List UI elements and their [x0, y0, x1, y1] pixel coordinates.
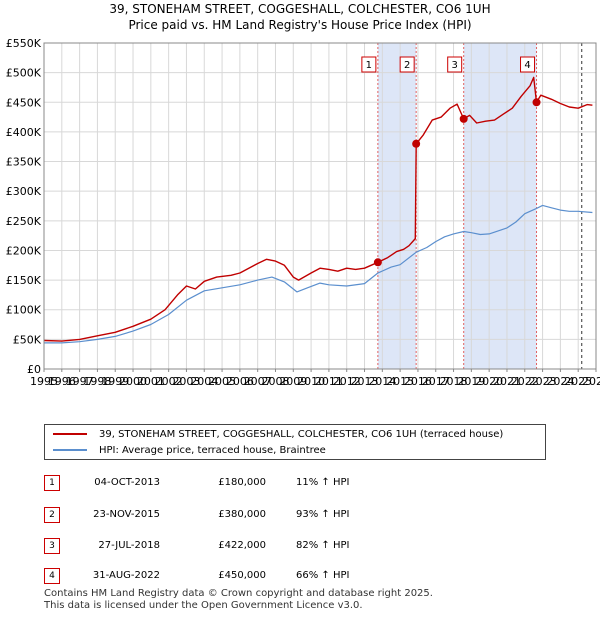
- sale-date: 23-NOV-2015: [93, 509, 160, 520]
- y-tick-label: £0: [27, 363, 41, 376]
- y-tick-label: £200K: [6, 244, 42, 257]
- sale-number-box: 1: [44, 475, 60, 491]
- footer: Contains HM Land Registry data © Crown c…: [44, 588, 433, 612]
- sale-point: [373, 258, 382, 267]
- sale-marker-box: [520, 56, 536, 73]
- legend-line-hpi: [53, 449, 87, 451]
- sale-point: [412, 139, 421, 148]
- y-tick-label: £250K: [6, 215, 42, 228]
- x-tick-label: 2023: [529, 375, 557, 388]
- x-tick-label: 2016: [404, 375, 432, 388]
- sale-number-box: 2: [44, 507, 60, 523]
- x-tick-label: 2025: [564, 375, 592, 388]
- x-tick-label: 2024: [546, 375, 574, 388]
- x-tick-label: 1995: [30, 375, 58, 388]
- sale-marker-box: [361, 56, 377, 73]
- sale-hpi-change: 82% ↑ HPI: [296, 540, 350, 551]
- x-tick-label: 2022: [511, 375, 539, 388]
- x-tick-label: 2018: [440, 375, 468, 388]
- sale-marker-label: 4: [524, 60, 530, 71]
- sale-date: 04-OCT-2013: [94, 477, 160, 488]
- y-tick-label: £50K: [13, 333, 42, 346]
- sale-row: 3 27-JUL-2018 £422,000 82% ↑ HPI: [0, 536, 600, 556]
- x-tick-label: 1997: [66, 375, 94, 388]
- price-chart: 1 2 3 4 £0 £50K £100K £150K £200K £250K £300K £350K…: [6, 37, 600, 388]
- legend-label-property: 39, STONEHAM STREET, COGGESHALL, COLCHES…: [99, 429, 504, 440]
- x-tick-label: 2013: [351, 375, 379, 388]
- x-tick-label: 2009: [279, 375, 307, 388]
- sale-row: 2 23-NOV-2015 £380,000 93% ↑ HPI: [0, 505, 600, 525]
- x-tick-label: 2021: [493, 375, 521, 388]
- legend: 39, STONEHAM STREET, COGGESHALL, COLCHES…: [44, 424, 546, 460]
- x-tick-label: 2007: [244, 375, 272, 388]
- shaded-band: [377, 43, 417, 369]
- sale-number-box: 4: [44, 568, 60, 584]
- sale-point: [459, 114, 468, 123]
- x-tick-label: 2008: [261, 375, 289, 388]
- sale-price: £380,000: [218, 509, 266, 520]
- sale-marker-label: 2: [404, 60, 410, 71]
- y-tick-label: £500K: [6, 67, 42, 80]
- sale-hpi-change: 66% ↑ HPI: [296, 570, 350, 581]
- sale-date: 27-JUL-2018: [98, 540, 160, 551]
- y-tick-label: £450K: [6, 96, 42, 109]
- sale-marker-label: 3: [452, 60, 458, 71]
- legend-line-property: [53, 433, 87, 435]
- x-tick-label: 2002: [155, 375, 183, 388]
- chart-title-line1: 39, STONEHAM STREET, COGGESHALL, COLCHES…: [109, 2, 491, 16]
- footer-license: This data is licensed under the Open Gov…: [44, 600, 363, 611]
- legend-label-hpi: HPI: Average price, terraced house, Brai…: [99, 445, 326, 456]
- x-tick-label: 2003: [172, 375, 200, 388]
- x-tick-label: 2004: [190, 375, 218, 388]
- sale-hpi-change: 93% ↑ HPI: [296, 509, 350, 520]
- footer-copyright: Contains HM Land Registry data © Crown c…: [44, 588, 433, 599]
- x-tick-label: 2020: [475, 375, 503, 388]
- x-tick-label: 1996: [48, 375, 76, 388]
- x-tick-label: 2011: [315, 375, 343, 388]
- x-tick-label: 2014: [368, 375, 396, 388]
- plot-frame: [43, 42, 597, 370]
- sale-price: £180,000: [218, 477, 266, 488]
- x-tick-label: 2000: [119, 375, 147, 388]
- x-tick-label: 2017: [422, 375, 450, 388]
- x-tick-label: 2026: [582, 375, 600, 388]
- sale-price: £422,000: [218, 540, 266, 551]
- x-tick-label: 2010: [297, 375, 325, 388]
- x-tick-label: 2015: [386, 375, 414, 388]
- hpi-line: [44, 204, 593, 344]
- x-tick-label: 2019: [457, 375, 485, 388]
- x-tick-label: 1999: [101, 375, 129, 388]
- sale-date: 31-AUG-2022: [92, 570, 160, 581]
- x-tick-label: 2005: [208, 375, 236, 388]
- y-tick-label: £350K: [6, 156, 42, 169]
- sale-point: [532, 98, 541, 107]
- x-tick-label: 1998: [83, 375, 111, 388]
- y-tick-label: £550K: [6, 37, 42, 50]
- sale-row: 4 31-AUG-2022 £450,000 66% ↑ HPI: [0, 566, 600, 586]
- x-tick-label: 2012: [333, 375, 361, 388]
- sale-price: £450,000: [218, 570, 266, 581]
- x-tick-label: 2001: [137, 375, 165, 388]
- sale-number-box: 3: [44, 538, 60, 554]
- x-tick-label: 2006: [226, 375, 254, 388]
- legend-item-property: 39, STONEHAM STREET, COGGESHALL, COLCHES…: [53, 427, 503, 443]
- y-tick-label: £100K: [6, 304, 42, 317]
- sale-marker-box: [447, 56, 463, 73]
- sale-row: 1 04-OCT-2013 £180,000 11% ↑ HPI: [0, 473, 600, 493]
- legend-item-hpi: HPI: Average price, terraced house, Brai…: [53, 443, 326, 459]
- sale-marker-label: 1: [366, 60, 372, 71]
- sale-hpi-change: 11% ↑ HPI: [296, 477, 350, 488]
- y-tick-label: £300K: [6, 185, 42, 198]
- y-tick-label: £150K: [6, 274, 42, 287]
- sale-marker-box: [399, 56, 415, 73]
- y-tick-label: £400K: [6, 126, 42, 139]
- chart-title-line2: Price paid vs. HM Land Registry's House …: [128, 18, 472, 32]
